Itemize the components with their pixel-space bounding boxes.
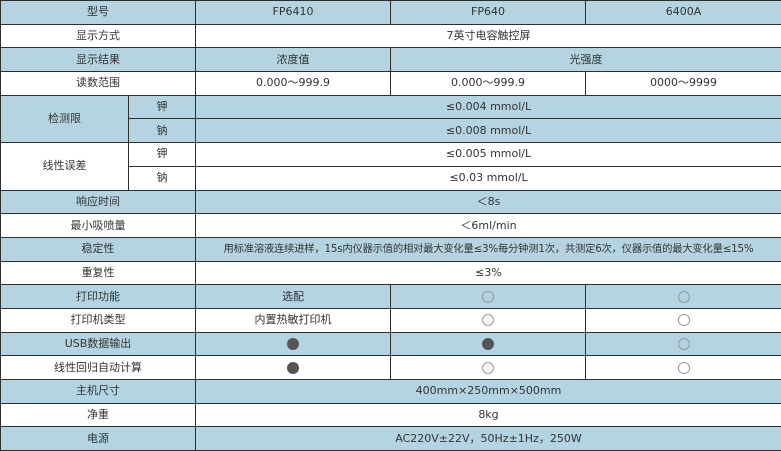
table-row: 显示方式 7英寸电容触控屏	[1, 24, 781, 48]
cell	[391, 308, 586, 332]
cell: 0000～9999	[586, 72, 781, 96]
cell	[586, 356, 781, 380]
row-label: 稳定性	[1, 237, 196, 261]
table-row: 最小吸喷量 ＜6ml/min	[1, 214, 781, 238]
row-label: USB数据输出	[1, 332, 196, 356]
table-row: 检测限 钾 ≤0.004 mmol/L	[1, 95, 781, 119]
cell: 用标准溶液连续进样，15s内仪器示值的相对最大变化量≤3%每分钟测1次，共测定6…	[196, 237, 781, 261]
sub-label: 钠	[129, 166, 196, 190]
table-row: 重复性 ≤3%	[1, 261, 781, 285]
empty-circle-icon	[678, 338, 690, 350]
table-row: 线性误差 钾 ≤0.005 mmol/L	[1, 143, 781, 167]
row-label: 显示方式	[1, 24, 196, 48]
cell: 7英寸电容触控屏	[196, 24, 781, 48]
cell: ≤0.004 mmol/L	[196, 95, 781, 119]
cell: ＜8s	[196, 190, 781, 214]
table-row: 响应时间 ＜8s	[1, 190, 781, 214]
table-row: 打印功能 选配	[1, 285, 781, 309]
cell	[586, 332, 781, 356]
cell	[196, 356, 391, 380]
filled-circle-icon	[287, 338, 299, 350]
cell: AC220V±22V，50Hz±1Hz，250W	[196, 427, 781, 451]
row-label: 电源	[1, 427, 196, 451]
sub-label: 钾	[129, 95, 196, 119]
empty-circle-icon	[678, 362, 690, 374]
row-label: 型号	[1, 1, 196, 25]
table-row: 型号 FP6410 FP640 6400A	[1, 1, 781, 25]
row-label: 打印功能	[1, 285, 196, 309]
table-row: 打印机类型 内置热敏打印机	[1, 308, 781, 332]
cell	[586, 285, 781, 309]
cell: ≤0.03 mmol/L	[196, 166, 781, 190]
table-row: 稳定性 用标准溶液连续进样，15s内仪器示值的相对最大变化量≤3%每分钟测1次，…	[1, 237, 781, 261]
cell	[391, 332, 586, 356]
sub-label: 钾	[129, 143, 196, 167]
cell	[391, 356, 586, 380]
empty-circle-icon	[482, 314, 494, 326]
table-row: 读数范围 0.000～999.9 0.000～999.9 0000～9999	[1, 72, 781, 96]
table-row: 线性回归自动计算	[1, 356, 781, 380]
filled-circle-icon	[287, 362, 299, 374]
table-row: 净重 8kg	[1, 403, 781, 427]
cell: 浓度值	[196, 48, 391, 72]
cell	[391, 285, 586, 309]
row-label: 重复性	[1, 261, 196, 285]
table-row: 主机尺寸 400mm×250mm×500mm	[1, 380, 781, 404]
empty-circle-icon	[482, 362, 494, 374]
model-header: FP640	[391, 1, 586, 25]
row-label: 检测限	[1, 95, 129, 142]
filled-circle-icon	[482, 338, 494, 350]
cell: ≤3%	[196, 261, 781, 285]
row-label: 响应时间	[1, 190, 196, 214]
cell: ≤0.008 mmol/L	[196, 119, 781, 143]
row-label: 最小吸喷量	[1, 214, 196, 238]
row-label: 净重	[1, 403, 196, 427]
cell: ≤0.005 mmol/L	[196, 143, 781, 167]
model-header: 6400A	[586, 1, 781, 25]
row-label: 打印机类型	[1, 308, 196, 332]
model-header: FP6410	[196, 1, 391, 25]
empty-circle-icon	[678, 291, 690, 303]
empty-circle-icon	[482, 291, 494, 303]
table-row: 显示结果 浓度值 光强度	[1, 48, 781, 72]
cell: 8kg	[196, 403, 781, 427]
cell: 光强度	[391, 48, 781, 72]
row-label: 线性回归自动计算	[1, 356, 196, 380]
table-row: 电源 AC220V±22V，50Hz±1Hz，250W	[1, 427, 781, 451]
cell	[586, 308, 781, 332]
row-label: 线性误差	[1, 143, 129, 190]
cell: 400mm×250mm×500mm	[196, 380, 781, 404]
cell	[196, 332, 391, 356]
sub-label: 钠	[129, 119, 196, 143]
row-label: 主机尺寸	[1, 380, 196, 404]
empty-circle-icon	[678, 314, 690, 326]
row-label: 显示结果	[1, 48, 196, 72]
cell: 0.000～999.9	[196, 72, 391, 96]
cell: ＜6ml/min	[196, 214, 781, 238]
cell: 选配	[196, 285, 391, 309]
cell: 0.000～999.9	[391, 72, 586, 96]
cell: 内置热敏打印机	[196, 308, 391, 332]
table-row: USB数据输出	[1, 332, 781, 356]
row-label: 读数范围	[1, 72, 196, 96]
